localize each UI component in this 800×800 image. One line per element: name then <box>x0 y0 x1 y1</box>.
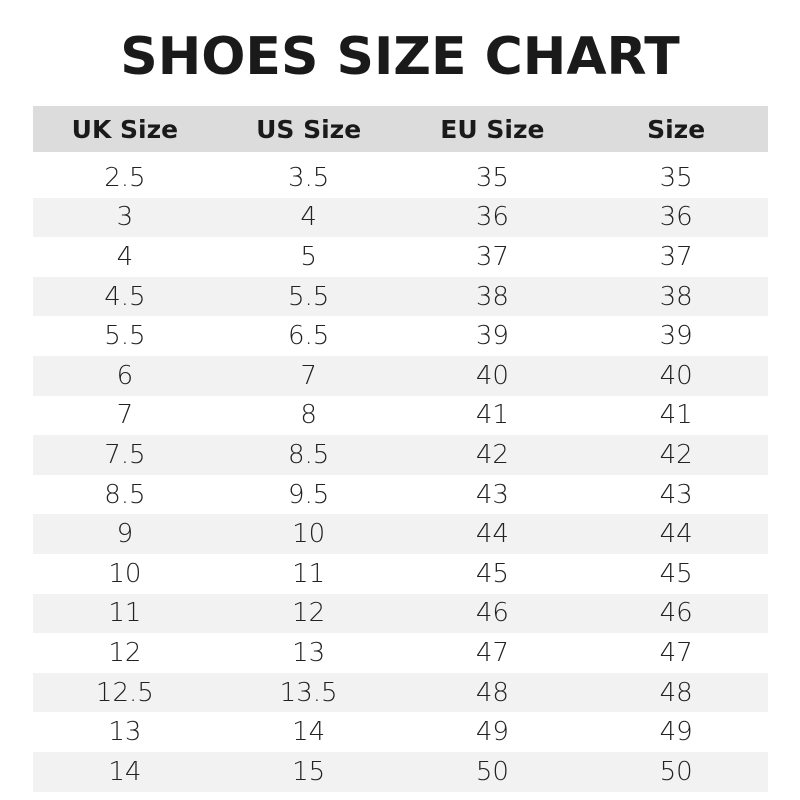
cell-eu-size: 38 <box>475 281 509 312</box>
header-us-size: US Size <box>256 114 362 144</box>
table-row: 10 11 45 45 <box>33 554 768 594</box>
table-row: 3 4 36 36 <box>33 197 768 238</box>
cell-uk-size: 10 <box>108 558 142 589</box>
cell-eu-size: 37 <box>475 241 509 272</box>
cell-uk-size: 14 <box>108 756 142 787</box>
cell-size: 38 <box>659 281 693 312</box>
table-row: 12 13 47 47 <box>33 633 768 673</box>
cell-us-size: 6.5 <box>287 321 330 352</box>
cell-size: 37 <box>659 241 693 272</box>
table-row: 4.5 5.5 38 38 <box>33 276 768 317</box>
cell-eu-size: 50 <box>475 756 509 787</box>
cell-eu-size: 48 <box>475 677 509 708</box>
cell-us-size: 8 <box>300 400 317 431</box>
cell-eu-size: 46 <box>475 598 509 629</box>
cell-uk-size: 2.5 <box>104 162 146 193</box>
table-body: 2.5 3.5 35 35 3 4 36 36 4 5 37 37 4.5 5.5 38 38 5.5 6.5 39… <box>33 158 768 792</box>
cell-size: 35 <box>659 162 693 193</box>
cell-us-size: 13 <box>292 637 326 668</box>
cell-us-size: 14 <box>292 717 326 748</box>
table-row: 13 14 49 49 <box>33 712 768 752</box>
table-row: 12.5 13.5 48 48 <box>33 672 768 713</box>
cell-size: 50 <box>659 756 693 787</box>
cell-uk-size: 11 <box>108 598 142 629</box>
cell-us-size: 3.5 <box>287 162 330 193</box>
cell-eu-size: 36 <box>475 202 509 233</box>
cell-size: 48 <box>659 677 693 708</box>
cell-eu-size: 47 <box>475 637 509 668</box>
cell-eu-size: 45 <box>475 558 509 589</box>
cell-eu-size: 43 <box>475 479 509 510</box>
cell-us-size: 11 <box>292 558 326 589</box>
table-row: 14 15 50 50 <box>33 751 768 792</box>
table-row: 7.5 8.5 42 42 <box>33 435 768 475</box>
cell-eu-size: 35 <box>475 162 509 193</box>
cell-size: 49 <box>659 717 693 748</box>
cell-uk-size: 6 <box>116 360 134 391</box>
cell-us-size: 5 <box>300 241 317 272</box>
cell-eu-size: 44 <box>475 519 509 550</box>
cell-uk-size: 5.5 <box>104 321 146 352</box>
cell-size: 39 <box>659 321 693 352</box>
page-title: SHOES SIZE CHART <box>120 27 680 87</box>
cell-eu-size: 39 <box>475 321 509 352</box>
cell-uk-size: 4 <box>116 241 134 272</box>
header-uk-size: UK Size <box>71 114 179 144</box>
cell-us-size: 9.5 <box>287 479 330 510</box>
cell-uk-size: 8.5 <box>104 479 146 510</box>
cell-size: 46 <box>659 598 693 629</box>
cell-uk-size: 9 <box>116 519 134 550</box>
cell-size: 43 <box>659 479 693 510</box>
cell-size: 42 <box>659 439 693 470</box>
table-row: 4 5 37 37 <box>33 237 768 277</box>
cell-us-size: 10 <box>292 519 326 550</box>
cell-size: 41 <box>659 400 693 431</box>
cell-us-size: 5.5 <box>287 281 330 312</box>
table-row: 8.5 9.5 43 43 <box>33 475 768 515</box>
cell-us-size: 4 <box>300 202 317 233</box>
size-table: UK Size US Size EU Size Size 2.5 3.5 35 35 3… <box>33 106 768 792</box>
cell-size: 36 <box>659 202 693 233</box>
table-row: 6 7 40 40 <box>33 355 768 396</box>
cell-uk-size: 12 <box>108 637 142 668</box>
cell-us-size: 8.5 <box>287 439 330 470</box>
cell-us-size: 12 <box>292 598 326 629</box>
table-row: 2.5 3.5 35 35 <box>33 158 768 198</box>
header-eu-size: EU Size <box>440 114 545 144</box>
cell-size: 44 <box>659 519 693 550</box>
cell-size: 47 <box>659 637 693 668</box>
cell-size: 45 <box>659 558 693 589</box>
cell-us-size: 15 <box>292 756 326 787</box>
cell-us-size: 7 <box>300 360 317 391</box>
cell-us-size: 13.5 <box>279 677 338 708</box>
table-row: 9 10 44 44 <box>33 514 768 554</box>
table-header: UK Size US Size EU Size Size <box>33 106 768 152</box>
cell-eu-size: 41 <box>475 400 509 431</box>
cell-size: 40 <box>659 360 693 391</box>
table-row: 11 12 46 46 <box>33 593 768 634</box>
cell-eu-size: 40 <box>475 360 509 391</box>
cell-uk-size: 7.5 <box>104 439 146 470</box>
table-row: 5.5 6.5 39 39 <box>33 316 768 356</box>
cell-eu-size: 42 <box>475 439 509 470</box>
cell-uk-size: 7 <box>116 400 134 431</box>
cell-uk-size: 4.5 <box>104 281 146 312</box>
cell-uk-size: 3 <box>116 202 134 233</box>
header-size: Size <box>647 114 706 144</box>
cell-uk-size: 12.5 <box>95 677 154 708</box>
cell-uk-size: 13 <box>108 717 142 748</box>
table-row: 7 8 41 41 <box>33 396 768 436</box>
cell-eu-size: 49 <box>475 717 509 748</box>
